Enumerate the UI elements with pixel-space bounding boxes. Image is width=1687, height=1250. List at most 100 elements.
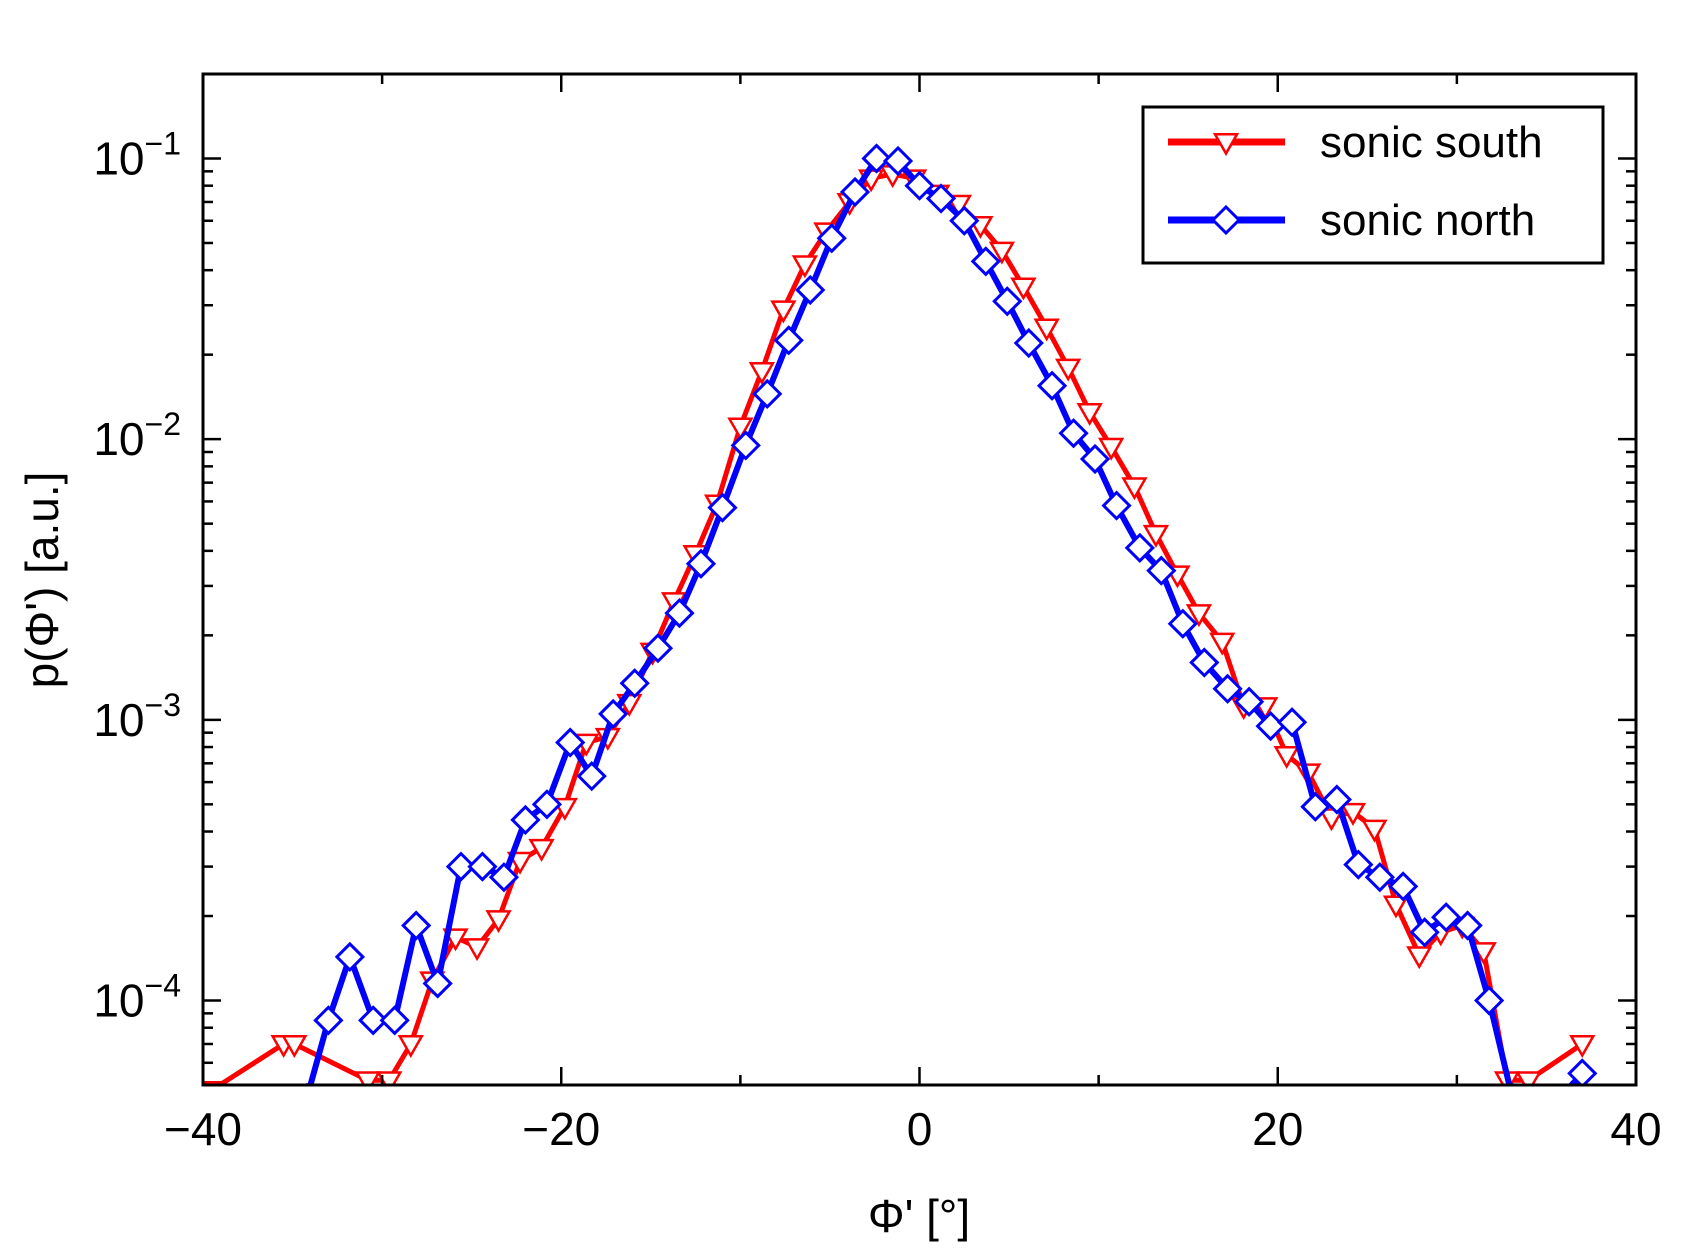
data-point (1146, 555, 1177, 586)
data-point (488, 862, 520, 893)
data-point (1212, 133, 1240, 157)
data-point (1209, 632, 1236, 656)
data-point (304, 1082, 310, 1085)
data-point (1364, 862, 1395, 893)
ticks-layer (201, 72, 1638, 1087)
data-point (1382, 895, 1410, 919)
data-point (1079, 443, 1111, 475)
data-point (1473, 985, 1505, 1016)
data-point (528, 838, 555, 862)
data-point (1276, 707, 1308, 738)
data-point (598, 698, 629, 730)
data-point (1300, 791, 1331, 822)
data-point (770, 300, 797, 324)
data-point (422, 968, 453, 999)
data-point (401, 910, 432, 941)
data-point (642, 633, 674, 664)
data-point (1510, 1082, 1515, 1085)
data-point (334, 941, 366, 973)
data-point (1515, 1071, 1542, 1085)
data-point (752, 378, 783, 409)
data-point (1101, 490, 1132, 521)
x-axis-label: Φ' [°] (868, 1190, 970, 1242)
data-point (576, 761, 607, 792)
data-point (358, 1005, 389, 1036)
data-point (1185, 604, 1213, 628)
series-line (307, 155, 1585, 1085)
data-point (1406, 946, 1433, 970)
data-point (531, 789, 563, 820)
data-point (1058, 418, 1089, 449)
data-point (1533, 1099, 1559, 1125)
y-axis-label: p(Φ') [a.u.] (16, 472, 68, 689)
legend-entry: sonic south (1168, 118, 1543, 167)
data-point (1210, 204, 1242, 236)
data-point (510, 804, 541, 836)
data-point (1343, 849, 1374, 880)
data-point (1212, 673, 1243, 704)
data-point (730, 430, 761, 461)
data-point (1098, 437, 1125, 461)
data-point (379, 1005, 410, 1036)
y-tick-labels: 10−4 10−3 10−2 10−1 (93, 125, 181, 1026)
data-point (281, 1035, 308, 1059)
data-point (1010, 277, 1037, 301)
legend: sonic south sonic north (1141, 105, 1605, 265)
data-point (1076, 403, 1103, 427)
x-tick-label: −40 (164, 1103, 242, 1155)
data-point (970, 246, 1001, 277)
data-point (619, 668, 650, 699)
data-point (1036, 370, 1068, 401)
data-point (463, 938, 491, 962)
data-point (816, 223, 847, 254)
legend-label: sonic north (1320, 196, 1535, 245)
data-point (1361, 819, 1388, 843)
data-point (949, 205, 980, 236)
y-tick-label: 10−4 (93, 968, 181, 1027)
data-point (485, 910, 512, 934)
data-point (1321, 784, 1352, 815)
data-point (506, 851, 534, 875)
y-tick-label: 10−2 (93, 406, 181, 465)
y-tick-label: 10−3 (93, 687, 181, 746)
data-point (839, 176, 871, 208)
data-point (773, 325, 804, 356)
data-point (1431, 902, 1462, 933)
data-point (707, 492, 738, 523)
data-point (445, 851, 477, 882)
x-tick-labels: −40 −20 0 20 40 (164, 1103, 1662, 1155)
data-point (555, 727, 586, 758)
data-point (1142, 524, 1170, 548)
data-point (795, 274, 826, 306)
data-point (904, 170, 935, 201)
series-layer (203, 143, 1598, 1125)
data-point (1452, 910, 1483, 941)
data-point (1388, 871, 1419, 902)
series-sonic-north (304, 143, 1598, 1125)
data-point (376, 1071, 403, 1085)
data-point (664, 598, 695, 629)
data-point (1339, 802, 1367, 826)
data-point (992, 286, 1023, 317)
data-point (397, 1035, 424, 1059)
data-point (882, 145, 914, 177)
data-point (748, 361, 776, 386)
data-point (1124, 532, 1155, 563)
x-tick-label: 0 (907, 1103, 933, 1155)
series-line (215, 171, 1584, 1085)
data-point (1273, 745, 1300, 769)
data-point (1233, 686, 1265, 717)
data-point (685, 548, 717, 579)
data-point (467, 851, 498, 882)
data-point (1055, 358, 1082, 382)
x-tick-label: 20 (1252, 1103, 1303, 1155)
y-tick-label: 10−1 (93, 125, 181, 184)
data-point (1033, 318, 1060, 342)
data-point (988, 241, 1016, 265)
data-point (313, 1005, 344, 1036)
data-point (727, 417, 754, 441)
data-point (1013, 327, 1044, 359)
data-point (791, 255, 819, 279)
x-tick-label: 40 (1610, 1103, 1661, 1155)
